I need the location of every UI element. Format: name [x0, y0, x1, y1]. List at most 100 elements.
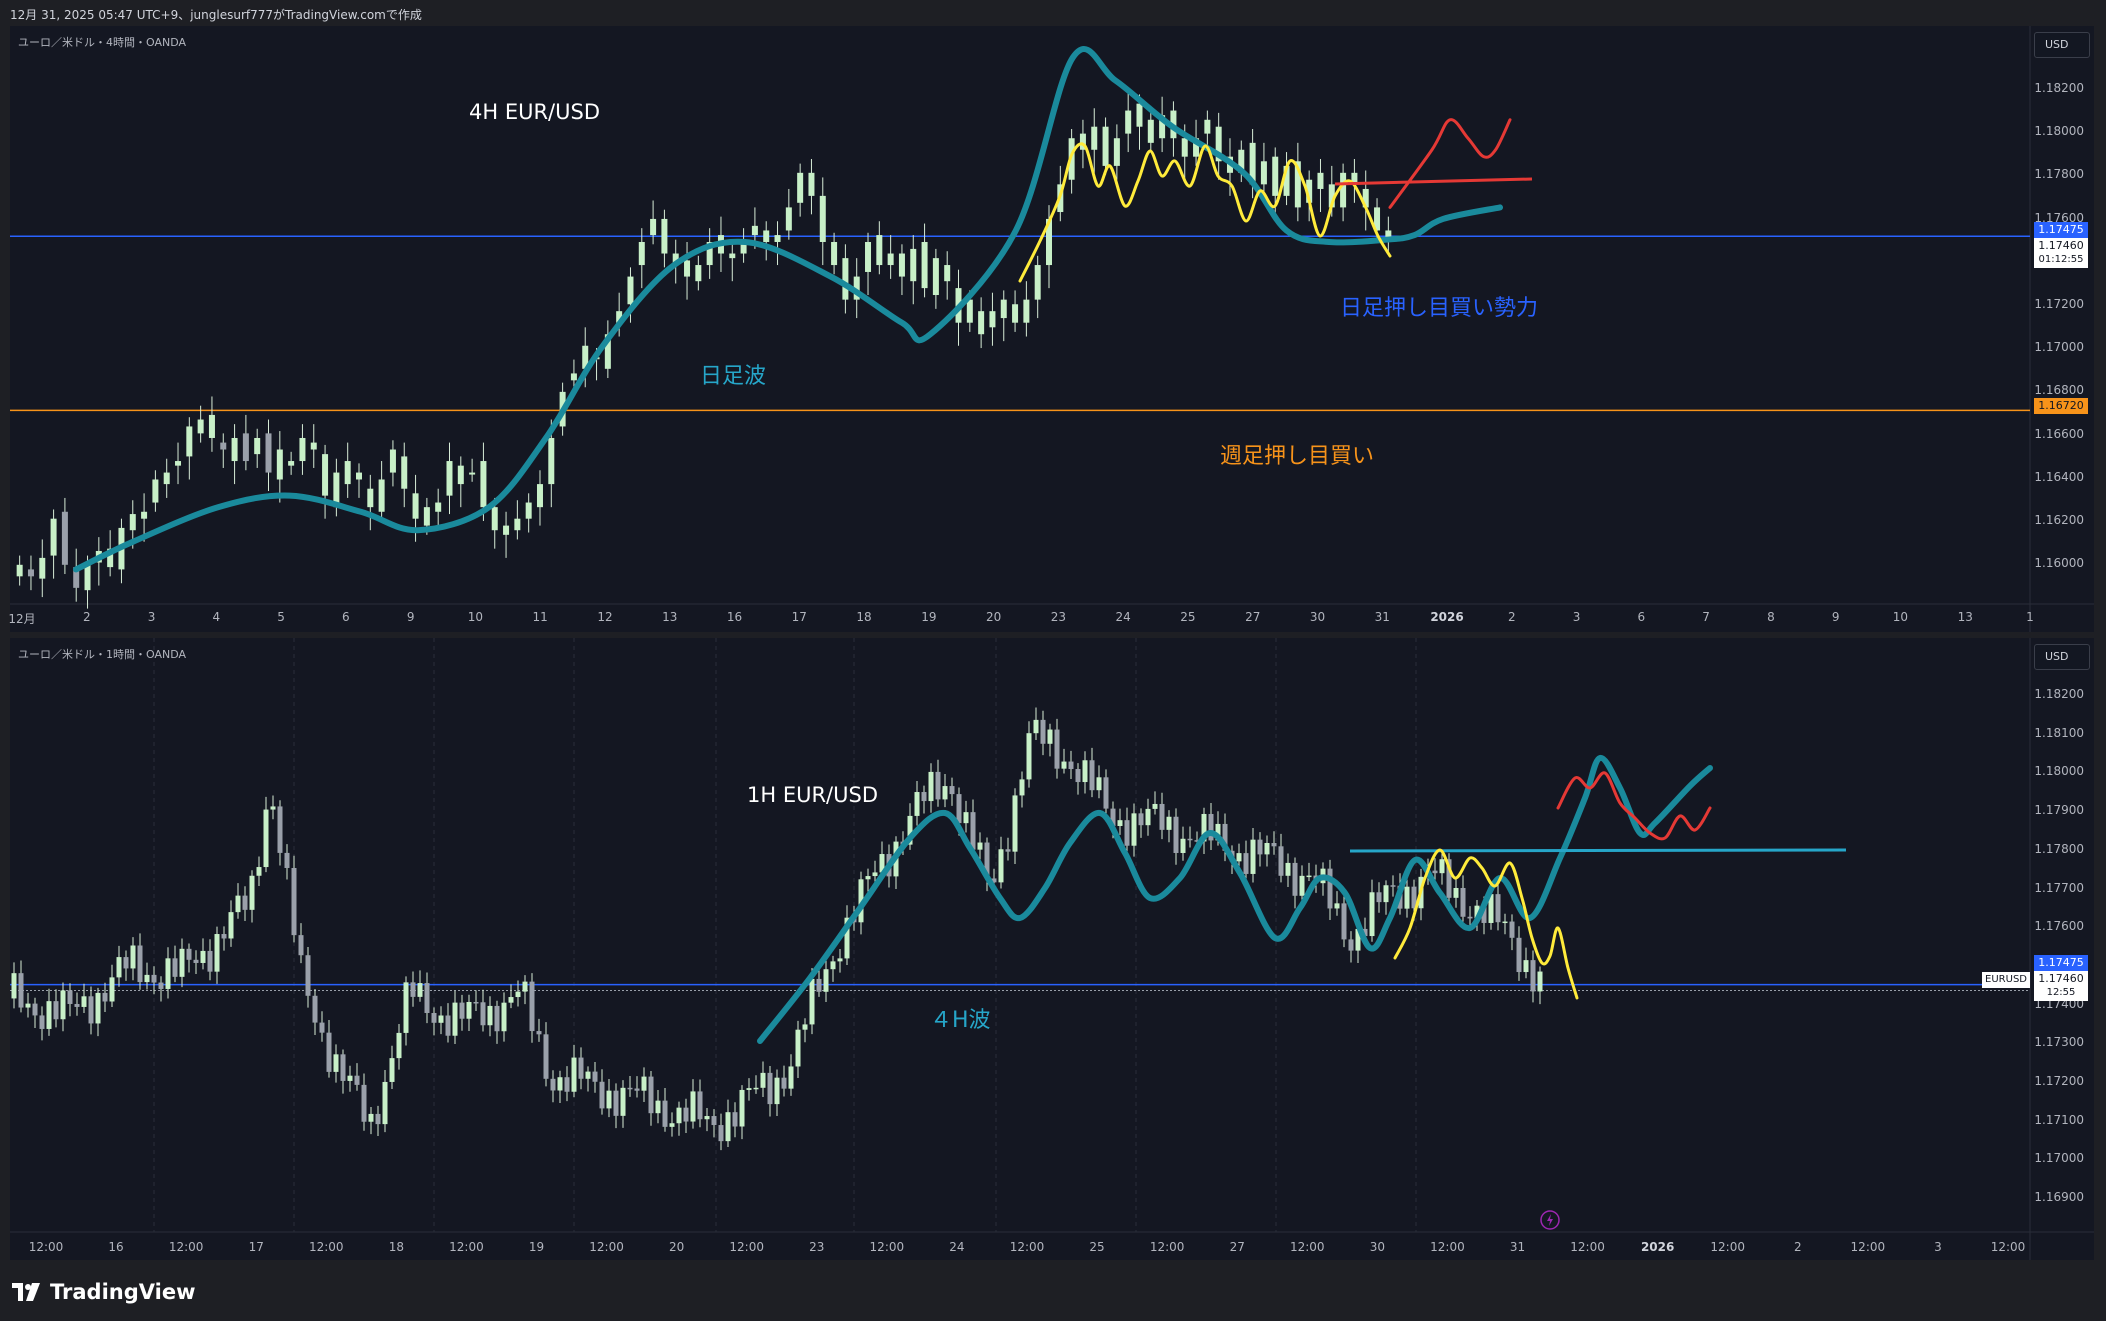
candle-body [655, 1100, 661, 1114]
candle-body [932, 258, 939, 296]
time-axis-label: 12:00 [1850, 1240, 1886, 1254]
time-axis-label: 2 [1793, 1240, 1802, 1254]
time-axis-label: 18 [388, 1240, 404, 1254]
candle-body [501, 1002, 507, 1032]
candle-body [144, 974, 150, 983]
time-axis-label: 12 [597, 610, 613, 624]
candle-body [151, 974, 157, 983]
candle-body [39, 557, 46, 579]
time-axis-label: 24 [949, 1240, 965, 1254]
candle-body [1061, 761, 1067, 769]
candle-body [1124, 820, 1130, 846]
top-chart-canvas[interactable] [10, 26, 2094, 632]
candle-body [944, 265, 951, 282]
candle-body [711, 1116, 717, 1126]
candle-body [368, 1113, 374, 1122]
candle-body [1138, 813, 1144, 826]
candle-body [627, 276, 634, 305]
time-axis-label: 17 [248, 1240, 264, 1254]
candle-body [1173, 816, 1179, 853]
candle-body [695, 265, 702, 282]
candle-body [763, 230, 770, 242]
candle-body [1023, 299, 1030, 323]
candle-body [265, 433, 272, 473]
candle-body [389, 449, 396, 473]
candle-body [423, 507, 430, 526]
time-axis-label: 16 [108, 1240, 124, 1254]
time-axis-label: 17 [791, 610, 807, 624]
candle-body [564, 1077, 570, 1092]
candle-body [401, 456, 408, 489]
candle-body [361, 1084, 367, 1122]
candle-body [1102, 126, 1109, 166]
candle-body [1034, 265, 1041, 300]
candle-body [966, 299, 973, 323]
lightning-icon[interactable] [1538, 1208, 1562, 1232]
time-axis-label: 12:00 [1570, 1240, 1605, 1254]
candle-body [53, 1001, 59, 1020]
candle-body [1187, 838, 1193, 841]
candle-body [457, 465, 464, 485]
candle-body [767, 1072, 773, 1105]
bottom-chart-canvas[interactable] [10, 638, 2094, 1260]
candle-body [921, 792, 927, 802]
price-axis-label: 1.17000 [2034, 1151, 2084, 1166]
candle-body [879, 854, 885, 873]
candle-body [1439, 859, 1445, 874]
time-axis-label: 2026 [1640, 1240, 1675, 1254]
candle-body [452, 1002, 458, 1036]
candle-body [1411, 886, 1417, 909]
daily-dip-buy-label: 日足押し目買い勢力 [1340, 296, 1539, 321]
candle-body [1474, 905, 1480, 919]
candle-body [1404, 886, 1410, 909]
candle-body [809, 978, 815, 1025]
candle-body [1082, 760, 1088, 783]
candle-body [1299, 875, 1305, 896]
bottom-currency-button[interactable]: USD [2034, 644, 2090, 670]
bottom-last-price-tag: 1.17460 [2034, 971, 2088, 987]
candle-body [1495, 894, 1501, 923]
candle-body [446, 461, 453, 496]
candle-body [256, 867, 262, 876]
candle-body [536, 484, 543, 508]
candle-body [1306, 179, 1313, 203]
time-axis-label: 1 [2026, 610, 2034, 624]
time-axis-label: 10 [1892, 610, 1909, 624]
candle-body [1215, 126, 1222, 162]
candle-body [1000, 299, 1007, 319]
candle-body [163, 472, 170, 485]
candle-body [179, 948, 185, 977]
candle-body [522, 981, 528, 992]
candle-body [819, 195, 826, 242]
candle-body [356, 472, 362, 480]
candle-body [435, 502, 442, 512]
candle-body [242, 895, 248, 910]
candle-body [1012, 795, 1018, 852]
candle-body [1012, 304, 1019, 323]
bottom-chart-pane[interactable]: ユーロ／米ドル・1時間・OANDA USD 1H EUR/USD ４H波 1.1… [10, 638, 2094, 1260]
candle-body [641, 1076, 647, 1091]
candle-body [1481, 905, 1487, 923]
candle-body [578, 1057, 584, 1079]
time-axis-label: 11 [532, 610, 548, 624]
candle-body [473, 1001, 479, 1004]
price-axis-label: 1.18100 [2034, 725, 2084, 740]
candle-body [431, 1012, 437, 1023]
candle-body [165, 958, 171, 989]
daily-wave-label: 日足波 [700, 364, 767, 389]
candle-body [1131, 813, 1137, 846]
candle-body [503, 525, 510, 535]
candle-body [25, 1003, 31, 1008]
candle-body [1193, 138, 1200, 157]
price-axis-label: 1.17600 [2034, 210, 2084, 225]
candle-body [1075, 769, 1081, 783]
yellow-wave-line [1393, 848, 1579, 1000]
candle-body [1201, 813, 1207, 842]
candle-body [1264, 843, 1270, 855]
candle-body [333, 1054, 339, 1072]
candle-body [1026, 733, 1032, 780]
candle-body [172, 958, 178, 977]
top-currency-button[interactable]: USD [2034, 32, 2090, 58]
candle-body [95, 992, 101, 1024]
top-chart-pane[interactable]: ユーロ／米ドル・4時間・OANDA USD 4H EUR/USD 日足波 日足押… [8, 26, 2094, 632]
